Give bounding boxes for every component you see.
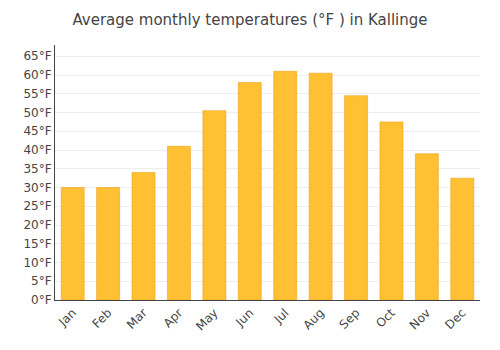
svg-text:55°F: 55°F xyxy=(23,87,51,101)
svg-text:0°F: 0°F xyxy=(31,293,52,307)
svg-text:20°F: 20°F xyxy=(23,218,51,232)
svg-text:30°F: 30°F xyxy=(23,181,51,195)
svg-text:Oct: Oct xyxy=(373,306,398,331)
svg-text:Feb: Feb xyxy=(90,306,115,331)
svg-text:May: May xyxy=(193,306,220,333)
svg-text:60°F: 60°F xyxy=(23,68,51,82)
svg-text:Average monthly temperatures (: Average monthly temperatures (°F ) in Ka… xyxy=(72,11,427,29)
svg-text:Jun: Jun xyxy=(232,306,256,330)
svg-text:25°F: 25°F xyxy=(23,199,51,213)
svg-text:5°F: 5°F xyxy=(31,274,52,288)
svg-text:Apr: Apr xyxy=(161,306,186,331)
svg-text:Nov: Nov xyxy=(407,306,433,332)
svg-text:15°F: 15°F xyxy=(23,237,51,251)
svg-text:Jul: Jul xyxy=(271,306,292,327)
svg-text:50°F: 50°F xyxy=(23,106,51,120)
svg-text:Mar: Mar xyxy=(124,306,150,332)
svg-text:Dec: Dec xyxy=(442,306,468,332)
svg-text:40°F: 40°F xyxy=(23,143,51,157)
svg-text:Aug: Aug xyxy=(301,306,327,332)
svg-text:65°F: 65°F xyxy=(23,49,51,63)
svg-text:35°F: 35°F xyxy=(23,162,51,176)
svg-text:45°F: 45°F xyxy=(23,124,51,138)
svg-text:Sep: Sep xyxy=(337,306,363,332)
svg-text:10°F: 10°F xyxy=(23,256,51,270)
svg-text:Jan: Jan xyxy=(55,306,79,330)
